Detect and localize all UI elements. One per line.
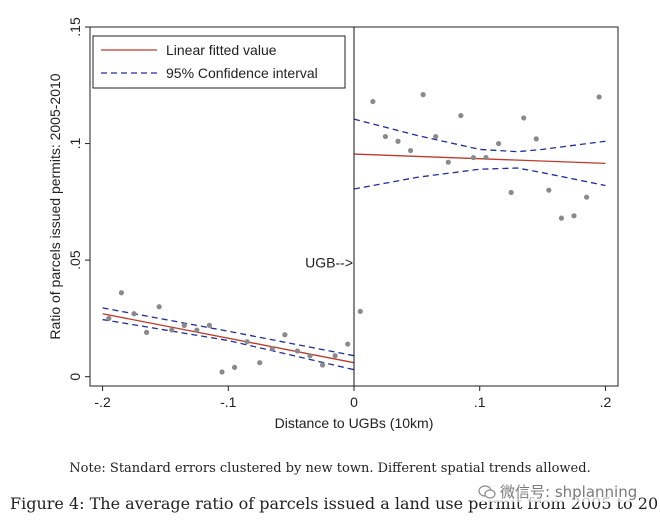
y-axis-label: Ratio of parcels issued permits: 2005-20… [47,73,63,339]
y-tick-label: .1 [67,138,83,150]
ci-line-ci-left-lower [102,318,355,371]
scatter-point [269,346,275,352]
scatter-point [558,215,565,221]
scatter-point [294,348,301,354]
x-tick-label: -.2 [94,394,111,410]
scatter-point [231,364,238,370]
ci-line-ci-right-upper [353,118,606,153]
scatter-point [156,304,162,310]
scatter-point [533,136,539,142]
scatter-point [345,341,351,347]
chart: UGB--> -.2 -.1 0 .1 .2 0 .05 .1 .15 Ratio of par… [47,17,619,431]
legend-box [92,35,346,89]
scatter-point [483,154,489,161]
scatter-point [282,332,288,338]
scatter-point [596,94,602,100]
wechat-icon [478,485,496,499]
scatter-point [407,147,414,154]
scatter-point [445,159,451,165]
scatter-point [546,187,552,193]
scatter-point [307,353,313,359]
scatter-point [395,138,401,144]
scatter-point [131,311,137,317]
scatter-point [470,154,477,161]
legend: Linear fitted value 95% Confidence inter… [92,35,346,89]
watermark-text: 微信号: shplanning [500,483,638,501]
scatter-point [508,189,514,196]
scatter-point [244,339,250,345]
scatter-point [458,112,464,119]
x-tick-label: 0 [350,394,358,410]
figure-note: Note: Standard errors clustered by new t… [69,461,591,476]
scatter-point [319,362,326,368]
x-tick-label: .1 [474,394,486,410]
ci-line-ci-left-upper [102,307,355,357]
y-tick-label: .05 [67,250,83,270]
scatter-point [118,290,125,296]
x-axis-label: Distance to UGBs (10km) [275,415,434,431]
scatter-point [420,92,426,98]
scatter-point [495,140,502,147]
ci-line-ci-right-lower [353,167,606,190]
y-tick-label: 0 [67,373,83,381]
scatter-point [382,133,389,140]
scatter-point [583,194,590,200]
scatter-point [181,322,187,328]
scatter-point [219,369,225,375]
scatter-point [106,315,112,321]
scatter-point [433,133,439,140]
scatter-point [206,322,213,328]
scatter-point [571,213,577,219]
scatter-point [143,329,150,335]
scatter-point [257,360,263,366]
watermark: 微信号: shplanning [476,481,640,502]
legend-label-fit: Linear fitted value [166,42,277,58]
scatter-point [357,308,363,315]
legend-label-ci: 95% Confidence interval [166,65,318,81]
ugb-annotation: UGB--> [305,254,353,270]
x-tick-label: -.1 [220,394,237,410]
x-tick-label: .2 [600,394,612,410]
scatter-point [194,327,200,333]
scatter-point [332,353,338,359]
fit-line-right [353,153,606,165]
scatter-point [521,115,527,121]
scatter-point [169,327,175,333]
scatter-point [370,98,376,105]
y-tick-label: .15 [67,17,83,37]
